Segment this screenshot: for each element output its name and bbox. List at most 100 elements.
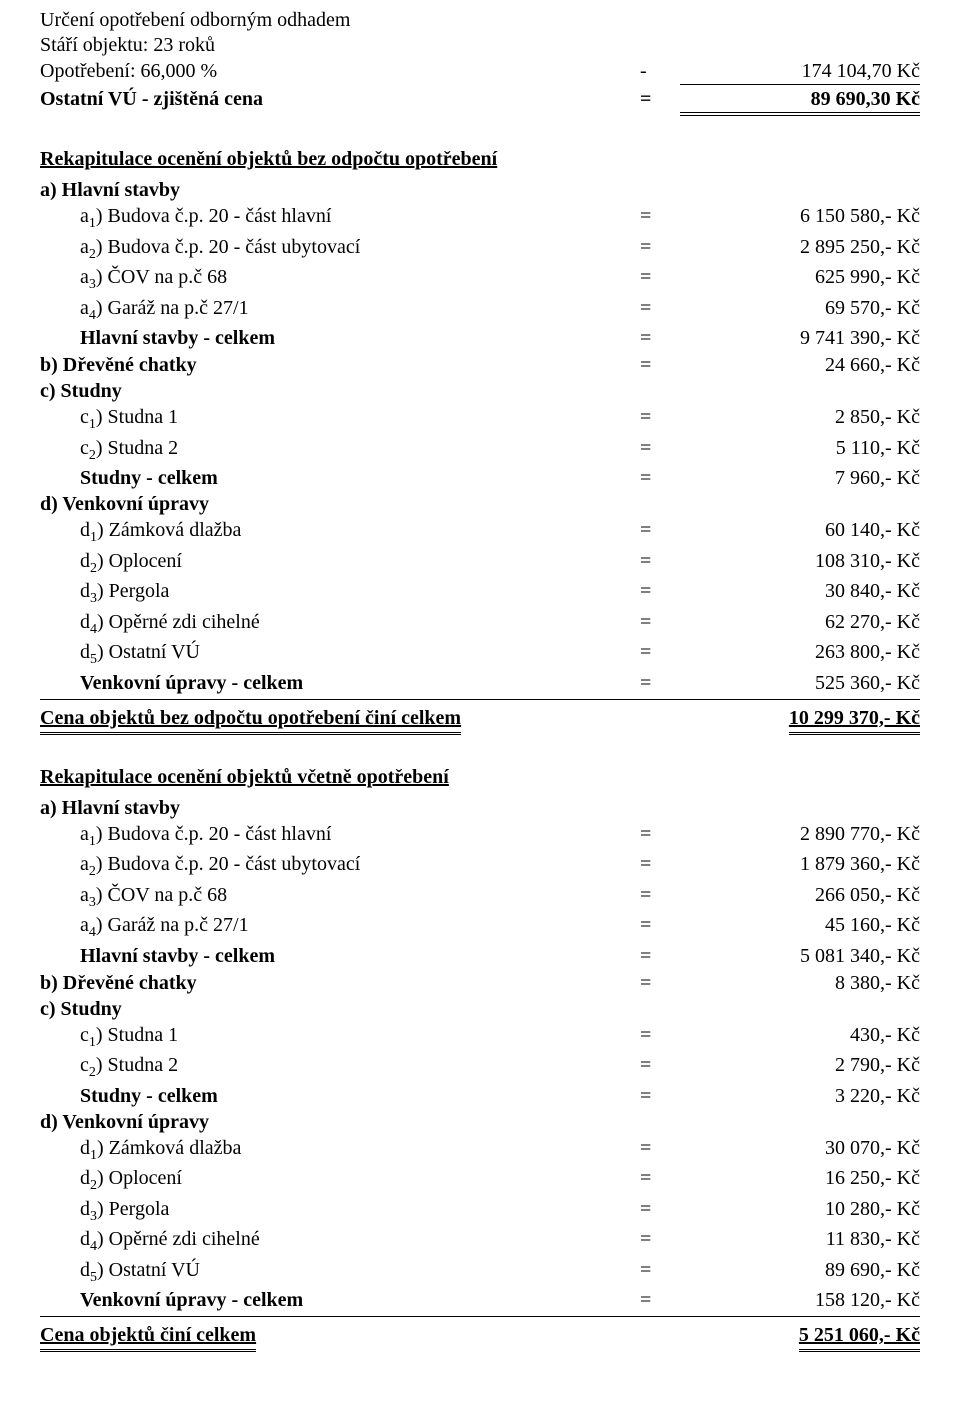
item-value: 263 800,- Kč (680, 640, 920, 665)
item-value: 69 570,- Kč (680, 296, 920, 321)
equals-sign: = (640, 296, 680, 321)
equals-sign: = (640, 822, 680, 847)
item-label: d2) Oplocení (40, 1166, 640, 1195)
wear-title: Určení opotřebení odborným odhadem (40, 8, 920, 33)
equals-sign: = (640, 549, 680, 574)
equals-sign: = (640, 852, 680, 877)
item-value: 2 890 770,- Kč (680, 822, 920, 847)
item-label: d1) Zámková dlažba (40, 518, 640, 547)
net-d-list: d1) Zámková dlažba=30 070,- Kčd2) Oploce… (40, 1135, 920, 1288)
gross-d-total-value: 525 360,- Kč (680, 671, 920, 696)
item-label: d5) Ostatní VÚ (40, 640, 640, 669)
equals-sign: = (640, 518, 680, 543)
equals-sign: = (640, 265, 680, 290)
item-value: 430,- Kč (680, 1023, 920, 1048)
equals-sign: = (640, 883, 680, 908)
list-item: a3) ČOV na p.č 68=266 050,- Kč (40, 882, 920, 913)
net-b-value: 8 380,- Kč (680, 971, 920, 996)
net-row: Ostatní VÚ - zjištěná cena = 89 690,30 K… (40, 86, 920, 117)
item-value: 30 070,- Kč (680, 1136, 920, 1161)
equals-sign: = (640, 436, 680, 461)
list-item: a4) Garáž na p.č 27/1=45 160,- Kč (40, 912, 920, 943)
gross-b-row: b) Dřevěné chatky = 24 660,- Kč (40, 352, 920, 379)
wear-sign: - (640, 59, 680, 84)
list-item: d1) Zámková dlažba=30 070,- Kč (40, 1135, 920, 1166)
equals-sign: = (640, 971, 680, 996)
equals-sign: = (640, 1288, 680, 1313)
list-item: d5) Ostatní VÚ=263 800,- Kč (40, 639, 920, 670)
item-value: 60 140,- Kč (680, 518, 920, 543)
item-label: d4) Opěrné zdi cihelné (40, 1227, 640, 1256)
item-value: 62 270,- Kč (680, 610, 920, 635)
wear-value: 174 104,70 Kč (680, 59, 920, 85)
net-c-list: c1) Studna 1=430,- Kčc2) Studna 2=2 790,… (40, 1022, 920, 1083)
age-line: Stáří objektu: 23 roků (40, 33, 920, 58)
item-label: a1) Budova č.p. 20 - část hlavní (40, 204, 640, 233)
item-label: a4) Garáž na p.č 27/1 (40, 913, 640, 942)
gross-a-heading: a) Hlavní stavby (40, 178, 920, 203)
item-value: 2 895 250,- Kč (680, 235, 920, 260)
equals-sign: = (640, 235, 680, 260)
list-item: d2) Oplocení=108 310,- Kč (40, 548, 920, 579)
item-value: 11 830,- Kč (680, 1227, 920, 1252)
gross-c-heading: c) Studny (40, 379, 920, 404)
equals-sign: = (640, 1197, 680, 1222)
net-a-total-label: Hlavní stavby - celkem (40, 944, 640, 969)
item-label: d3) Pergola (40, 1197, 640, 1226)
net-d-heading: d) Venkovní úpravy (40, 1110, 920, 1135)
gross-grand-value: 10 299 370,- Kč (789, 706, 920, 735)
equals-sign: = (640, 610, 680, 635)
item-label: d5) Ostatní VÚ (40, 1258, 640, 1287)
equals-sign: = (640, 1166, 680, 1191)
list-item: c1) Studna 1=430,- Kč (40, 1022, 920, 1053)
equals-sign: = (640, 913, 680, 938)
item-value: 108 310,- Kč (680, 549, 920, 574)
item-value: 30 840,- Kč (680, 579, 920, 604)
gross-a-total-label: Hlavní stavby - celkem (40, 326, 640, 351)
gross-c-list: c1) Studna 1=2 850,- Kčc2) Studna 2=5 11… (40, 404, 920, 465)
item-label: a4) Garáž na p.č 27/1 (40, 296, 640, 325)
gross-c-total-value: 7 960,- Kč (680, 466, 920, 491)
equals-sign: = (640, 1227, 680, 1252)
item-label: a1) Budova č.p. 20 - část hlavní (40, 822, 640, 851)
gross-grand-row: Cena objektů bez odpočtu opotřebení činí… (40, 706, 920, 735)
equals-sign: = (640, 326, 680, 351)
net-c-total-label: Studny - celkem (40, 1084, 640, 1109)
wear-label: Opotřebení: 66,000 % (40, 59, 640, 84)
net-grand-label: Cena objektů činí celkem (40, 1323, 256, 1352)
net-d-total: Venkovní úpravy - celkem = 158 120,- Kč (40, 1287, 920, 1314)
wear-row: Opotřebení: 66,000 % - 174 104,70 Kč (40, 58, 920, 86)
gross-d-heading: d) Venkovní úpravy (40, 492, 920, 517)
item-value: 45 160,- Kč (680, 913, 920, 938)
list-item: d5) Ostatní VÚ=89 690,- Kč (40, 1257, 920, 1288)
list-item: a2) Budova č.p. 20 - část ubytovací=1 87… (40, 851, 920, 882)
list-item: d2) Oplocení=16 250,- Kč (40, 1165, 920, 1196)
gross-d-total: Venkovní úpravy - celkem = 525 360,- Kč (40, 670, 920, 697)
gross-d-total-label: Venkovní úpravy - celkem (40, 671, 640, 696)
gross-a-list: a1) Budova č.p. 20 - část hlavní=6 150 5… (40, 203, 920, 325)
recap-gross-heading: Rekapitulace ocenění objektů bez odpočtu… (40, 147, 920, 172)
item-value: 266 050,- Kč (680, 883, 920, 908)
list-item: c2) Studna 2=2 790,- Kč (40, 1052, 920, 1083)
net-grand-row: Cena objektů činí celkem 5 251 060,- Kč (40, 1323, 920, 1352)
list-item: d3) Pergola=30 840,- Kč (40, 578, 920, 609)
equals-sign: = (640, 353, 680, 378)
list-item: d1) Zámková dlažba=60 140,- Kč (40, 517, 920, 548)
equals-sign: = (640, 204, 680, 229)
rule (40, 1316, 920, 1317)
item-label: c1) Studna 1 (40, 1023, 640, 1052)
item-value: 2 850,- Kč (680, 405, 920, 430)
list-item: d4) Opěrné zdi cihelné=62 270,- Kč (40, 609, 920, 640)
item-value: 1 879 360,- Kč (680, 852, 920, 877)
net-grand-value: 5 251 060,- Kč (799, 1323, 920, 1352)
item-value: 89 690,- Kč (680, 1258, 920, 1283)
list-item: c1) Studna 1=2 850,- Kč (40, 404, 920, 435)
equals-sign: = (640, 1023, 680, 1048)
item-label: d4) Opěrné zdi cihelné (40, 610, 640, 639)
item-label: c1) Studna 1 (40, 405, 640, 434)
equals-sign: = (640, 466, 680, 491)
net-a-total-value: 5 081 340,- Kč (680, 944, 920, 969)
list-item: a4) Garáž na p.č 27/1=69 570,- Kč (40, 295, 920, 326)
item-label: c2) Studna 2 (40, 436, 640, 465)
list-item: a2) Budova č.p. 20 - část ubytovací=2 89… (40, 234, 920, 265)
